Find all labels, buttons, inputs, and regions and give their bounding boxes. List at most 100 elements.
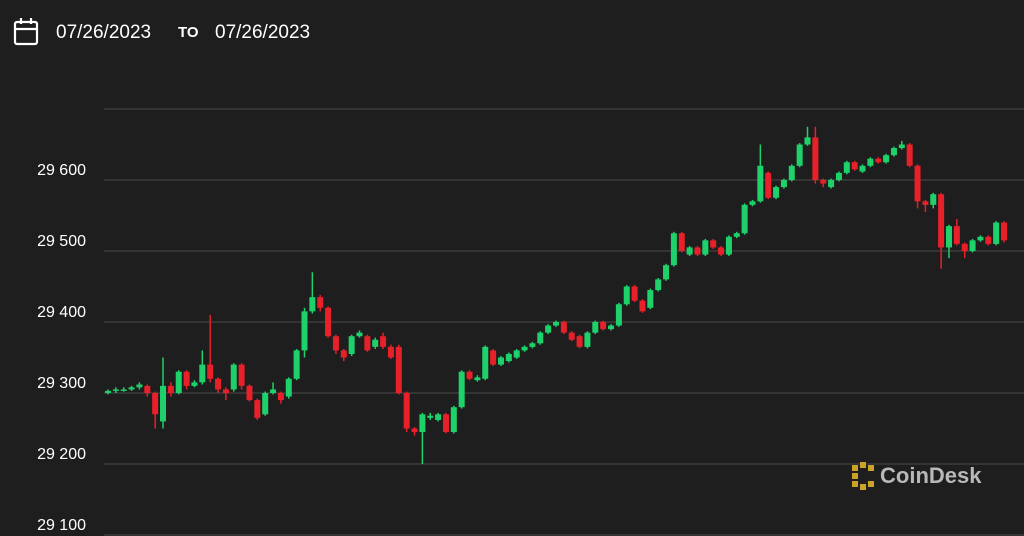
candle-body xyxy=(820,180,827,184)
candle-body xyxy=(246,385,253,401)
candle-body xyxy=(631,286,638,301)
candle-body xyxy=(977,236,984,241)
candle-body xyxy=(191,382,198,386)
candle-body xyxy=(828,180,835,188)
candle-body xyxy=(710,240,717,248)
candle-body xyxy=(725,236,732,255)
candle-body xyxy=(623,286,630,305)
candle-body xyxy=(136,384,143,388)
candle-body xyxy=(733,233,740,237)
candle-body xyxy=(655,279,662,291)
candle-body xyxy=(678,233,685,251)
candle-body xyxy=(969,240,976,251)
candle-body xyxy=(545,325,552,333)
candle-body xyxy=(757,165,764,202)
candle-body xyxy=(427,415,434,418)
candle-body xyxy=(898,144,905,149)
candle-body xyxy=(529,343,536,347)
candle-body xyxy=(906,144,913,166)
candle-body xyxy=(160,385,167,422)
y-tick-label: 29 300 xyxy=(37,375,86,392)
candle-body xyxy=(442,414,449,433)
calendar-icon[interactable] xyxy=(13,18,39,46)
candle-body xyxy=(796,144,803,166)
to-label: TO xyxy=(178,24,199,41)
candle-body xyxy=(120,389,127,391)
candle-body xyxy=(953,226,960,244)
candle-body xyxy=(961,243,968,251)
candle-body xyxy=(560,322,567,333)
y-tick-label: 29 600 xyxy=(37,162,86,179)
candle-body xyxy=(773,187,780,198)
candle-body xyxy=(466,371,473,379)
candle-body xyxy=(922,201,929,205)
candle-body xyxy=(718,247,725,255)
candle-body xyxy=(843,162,850,173)
y-tick-label: 29 500 xyxy=(37,233,86,250)
candle-body xyxy=(859,165,866,172)
candle-body xyxy=(686,247,693,255)
candle-body xyxy=(230,364,237,390)
candle-body xyxy=(851,162,858,170)
candle-body xyxy=(985,236,992,244)
candle-body xyxy=(395,346,402,393)
candle-body xyxy=(105,390,111,393)
candle-body xyxy=(340,350,347,358)
date-to[interactable]: 07/26/2023 xyxy=(215,22,310,43)
candle-body xyxy=(419,414,426,433)
candle-body xyxy=(804,137,811,145)
candle-body xyxy=(474,377,481,381)
candle-body xyxy=(450,407,457,433)
candle-body xyxy=(262,393,269,415)
candle-body xyxy=(780,180,787,188)
candle-body xyxy=(167,385,174,393)
candle-body xyxy=(348,336,355,354)
candle-body xyxy=(615,304,622,326)
candle-body xyxy=(387,346,394,358)
candle-body xyxy=(890,148,897,156)
candle-body xyxy=(521,346,528,351)
candle-body xyxy=(702,240,709,255)
candle-body xyxy=(301,311,308,351)
candle-body xyxy=(875,158,882,163)
candle-body xyxy=(490,350,497,365)
candle-body xyxy=(458,371,465,408)
candle-body xyxy=(222,389,229,393)
candle-body xyxy=(112,389,119,391)
candle-body xyxy=(270,389,277,393)
candle-body xyxy=(592,322,599,333)
candle-body xyxy=(199,364,206,383)
candle-body xyxy=(277,393,284,401)
y-tick-label: 29 100 xyxy=(37,517,86,534)
y-tick-label: 29 200 xyxy=(37,446,86,463)
candle-body xyxy=(930,194,937,205)
candle-body xyxy=(364,336,371,351)
candle-body xyxy=(812,137,819,180)
candle-body xyxy=(128,387,135,390)
candle-body xyxy=(215,378,222,390)
candle-body xyxy=(568,332,575,340)
candle-body xyxy=(670,233,677,266)
candle-body xyxy=(749,201,756,205)
logo-icon xyxy=(852,462,874,490)
candle-body xyxy=(497,357,504,365)
candle-body xyxy=(600,322,607,330)
candle-body xyxy=(309,297,316,312)
candle-body xyxy=(945,226,952,248)
candle-body xyxy=(537,332,544,344)
candle-body xyxy=(372,339,379,347)
candle-body xyxy=(144,385,151,393)
candle-body xyxy=(183,371,190,386)
candle-body xyxy=(238,364,245,386)
candle-body xyxy=(175,371,182,393)
candle-body xyxy=(765,172,772,198)
candle-body xyxy=(411,428,418,433)
candle-body xyxy=(505,353,512,362)
date-from[interactable]: 07/26/2023 xyxy=(56,22,151,43)
candle-body xyxy=(788,165,795,180)
candle-body xyxy=(380,336,387,347)
candle-body xyxy=(938,194,945,248)
candle-body xyxy=(482,346,489,379)
candle-body xyxy=(663,265,670,280)
